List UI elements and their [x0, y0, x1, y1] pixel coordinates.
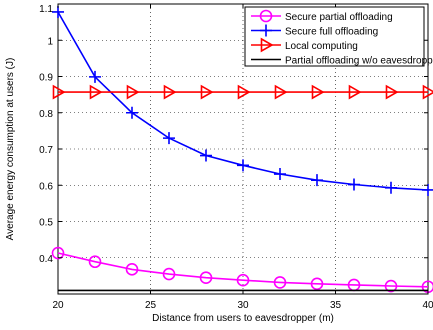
data-point-circle-marker: [125, 263, 139, 276]
legend: Secure partial offloading Secure full off…: [244, 6, 433, 67]
x-axis-label: Distance from users to eavesdropper (m): [152, 313, 334, 324]
tick-layer: 20 25 30 35 40 0.4 0.5 0.6 0.7 0.8 0.9 1 1.1: [39, 4, 433, 311]
data-point-circle-marker: [199, 271, 213, 284]
data-point-circle-marker: [236, 273, 250, 287]
data-point-circle-marker: [88, 255, 102, 269]
series-3: [52, 84, 433, 100]
y-tick-label: 0.9: [39, 73, 53, 84]
data-point-triangle-marker: [311, 84, 325, 100]
legend-label: Secure partial offloading: [285, 12, 393, 23]
data-point-circle-marker: [162, 267, 176, 281]
data-point-triangle-marker: [200, 84, 214, 100]
y-tick-label: 0.4: [39, 254, 53, 265]
legend-label: Partial offloading w/o eavesdropper: [285, 56, 433, 67]
legend-entry: Secure partial offloading: [251, 9, 393, 23]
legend-entry: Secure full offloading: [251, 24, 378, 38]
y-tick-label: 0.6: [39, 181, 53, 192]
x-tick-label: 20: [52, 300, 64, 311]
legend-box: [244, 6, 425, 67]
legend-entry: Partial offloading w/o eavesdropper: [251, 56, 433, 67]
data-point-plus-marker: [200, 149, 212, 162]
x-tick-label: 25: [145, 300, 157, 311]
data-point-triangle-marker: [422, 84, 433, 100]
legend-entry: Local computing: [251, 37, 358, 53]
data-point-triangle-marker: [52, 84, 66, 100]
y-tick-label: 1.1: [39, 4, 53, 15]
data-point-plus-marker: [237, 159, 249, 172]
series-layer: [51, 5, 433, 294]
data-point-plus-marker: [311, 174, 323, 187]
data-point-plus-marker: [348, 178, 360, 191]
x-tick-label: 40: [422, 300, 433, 311]
data-point-circle-marker: [273, 276, 287, 289]
data-point-circle-marker: [51, 246, 65, 260]
series-2: [52, 5, 433, 196]
data-point-plus-marker: [260, 24, 272, 37]
data-point-triangle-marker: [385, 84, 399, 100]
x-tick-label: 35: [330, 300, 342, 311]
grid: [58, 4, 428, 294]
data-point-triangle-marker: [126, 84, 140, 100]
data-point-triangle-marker: [274, 84, 288, 100]
y-tick-label: 1: [47, 36, 53, 47]
data-point-circle-marker: [259, 9, 273, 23]
x-tick-label: 30: [237, 300, 249, 311]
y-tick-label: 0.7: [39, 145, 53, 156]
legend-label: Local computing: [285, 41, 358, 52]
data-point-triangle-marker: [89, 84, 103, 100]
data-point-plus-marker: [126, 106, 138, 119]
data-point-plus-marker: [163, 132, 175, 145]
series-line: [57, 252, 429, 288]
data-point-plus-marker: [274, 168, 286, 181]
y-tick-label: 0.5: [39, 218, 53, 229]
data-point-circle-marker: [310, 277, 324, 291]
y-tick-label: 0.8: [39, 109, 53, 120]
data-point-triangle-marker: [163, 84, 177, 100]
data-point-plus-marker: [89, 70, 101, 83]
data-point-plus-marker: [385, 181, 397, 194]
data-point-triangle-marker: [237, 84, 251, 100]
legend-label: Secure full offloading: [285, 27, 378, 38]
data-point-triangle-marker: [260, 37, 274, 53]
series-1: [51, 246, 433, 294]
y-axis-label: Average energy consumption at users (J): [5, 58, 16, 241]
data-point-circle-marker: [384, 279, 398, 293]
data-point-triangle-marker: [348, 84, 362, 100]
data-point-plus-marker: [422, 183, 433, 196]
